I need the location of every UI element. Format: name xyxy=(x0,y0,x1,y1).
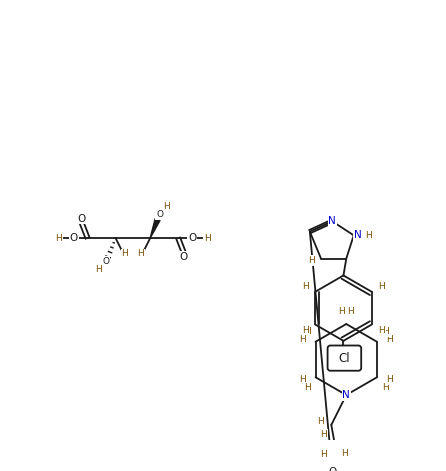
Text: H: H xyxy=(382,327,388,336)
Text: H: H xyxy=(204,234,211,243)
Text: H: H xyxy=(304,383,311,392)
Text: O: O xyxy=(188,233,196,243)
Text: H: H xyxy=(308,256,315,265)
Text: H: H xyxy=(95,265,102,275)
Text: H: H xyxy=(299,375,306,384)
Text: H: H xyxy=(55,234,62,243)
Text: O: O xyxy=(156,210,163,219)
Text: O: O xyxy=(70,233,78,243)
Text: H: H xyxy=(365,231,372,240)
Text: H: H xyxy=(382,383,388,392)
FancyBboxPatch shape xyxy=(327,346,361,371)
Text: H: H xyxy=(302,325,309,334)
Text: H: H xyxy=(317,417,323,426)
Text: Cl: Cl xyxy=(339,352,350,365)
Text: O: O xyxy=(78,213,86,224)
Text: H: H xyxy=(347,308,354,317)
Text: N: N xyxy=(354,230,361,240)
Text: O: O xyxy=(103,257,110,266)
Text: H: H xyxy=(378,282,385,291)
Text: H: H xyxy=(122,250,128,259)
Text: O: O xyxy=(180,252,188,262)
Text: H: H xyxy=(302,282,309,291)
Text: N: N xyxy=(328,216,336,226)
Text: H: H xyxy=(137,250,144,259)
Text: H: H xyxy=(338,308,345,317)
Polygon shape xyxy=(150,219,160,238)
Text: H: H xyxy=(321,450,327,459)
Text: N: N xyxy=(343,390,350,400)
Text: H: H xyxy=(387,375,393,384)
Text: H: H xyxy=(378,325,385,334)
Text: H: H xyxy=(299,335,306,344)
Text: H: H xyxy=(387,335,393,344)
Text: H: H xyxy=(164,202,170,211)
Text: H: H xyxy=(341,449,348,458)
Text: H: H xyxy=(321,430,327,439)
Text: H: H xyxy=(304,327,311,336)
Text: O: O xyxy=(328,467,336,471)
